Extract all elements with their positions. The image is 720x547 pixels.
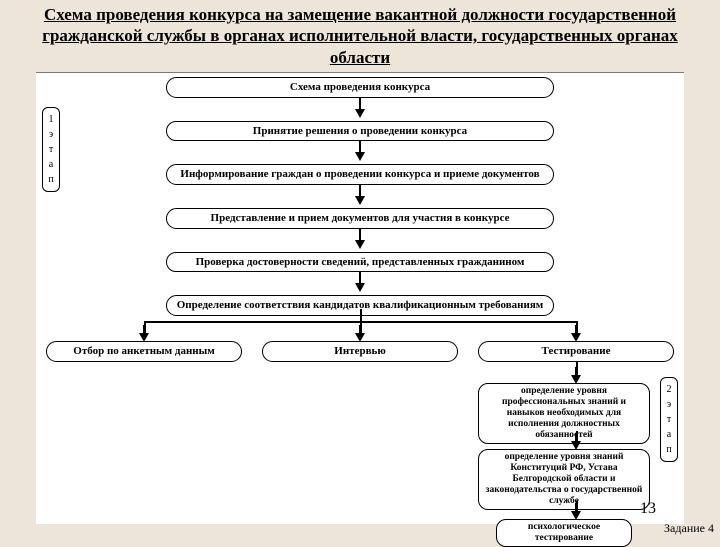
box-documents: Представление и прием документов для уча… — [166, 208, 554, 229]
diagram-canvas: 1этап Схема проведения конкурса Принятие… — [36, 72, 684, 524]
stage-2-label: 2этап — [660, 377, 678, 462]
box-inform: Информирование граждан о проведении конк… — [166, 164, 554, 185]
box-testing: Тестирование — [478, 341, 674, 362]
box-otbor: Отбор по анкетным данным — [46, 341, 242, 362]
row-methods: Отбор по анкетным данным Интервью Тестир… — [46, 341, 674, 362]
main-flow-column: Схема проведения конкурса Принятие решен… — [166, 77, 554, 316]
box-verify: Проверка достоверности сведений, предста… — [166, 252, 554, 273]
box-decision: Принятие решения о проведении конкурса — [166, 121, 554, 142]
branch-stem — [360, 309, 362, 321]
stage-1-label: 1этап — [42, 107, 60, 192]
sub-prof-knowledge: определение уровня профессиональных знан… — [478, 383, 650, 444]
sub-psych: психологическое тестирование — [496, 519, 632, 547]
task-label: Задание 4 — [664, 521, 714, 536]
box-scheme-title: Схема проведения конкурса — [166, 77, 554, 98]
sub-constitution: определение уровня знаний Конституций РФ… — [478, 449, 650, 510]
page-number: 13 — [640, 500, 656, 518]
page-title: Схема проведения конкурса на замещение в… — [0, 0, 720, 70]
box-interview: Интервью — [262, 341, 458, 362]
